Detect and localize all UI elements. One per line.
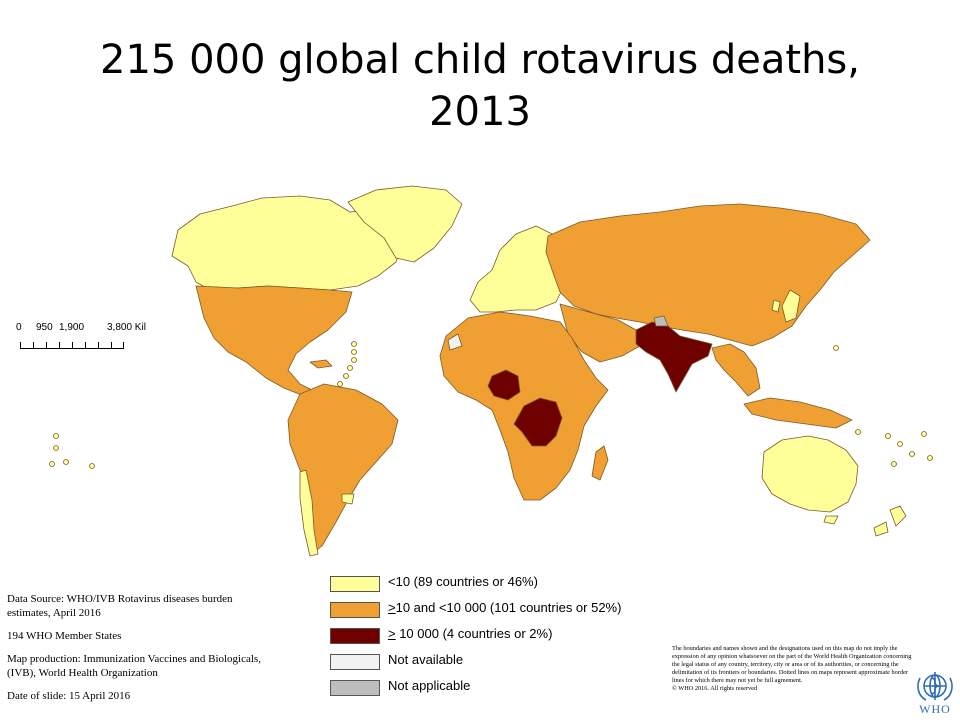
region-southeast-asia xyxy=(711,343,853,429)
map-legend: <10 (89 countries or 46%) >10 and <10 00… xyxy=(330,574,690,704)
island-markers xyxy=(49,341,933,469)
scale-label-3: 3,800 Kil xyxy=(107,322,146,333)
map-title: 215 000 global child rotavirus deaths, 2… xyxy=(0,34,960,138)
region-australia xyxy=(761,435,859,525)
legend-item-high: > 10 000 (4 countries or 2%) xyxy=(330,626,690,652)
region-madagascar xyxy=(591,445,609,481)
legend-swatch-not-applicable xyxy=(330,680,380,696)
region-kashmir xyxy=(653,315,669,327)
map-title-line-2: 2013 xyxy=(429,89,531,135)
legend-item-not-applicable: Not applicable xyxy=(330,678,690,704)
disclaimer: The boundaries and names shown and the d… xyxy=(672,645,912,693)
legend-label-high: > 10 000 (4 countries or 2%) xyxy=(388,626,552,642)
scale-label-0: 0 xyxy=(16,322,22,333)
legend-swatch-not-available xyxy=(330,654,380,670)
legend-swatch-low xyxy=(330,576,380,592)
region-japan-korea xyxy=(771,289,801,323)
legend-label-low: <10 (89 countries or 46%) xyxy=(388,574,538,589)
who-emblem-icon xyxy=(917,672,953,701)
region-india-pakistan xyxy=(635,321,713,393)
copyright-text: © WHO 2016. All rights reserved xyxy=(672,685,758,692)
legend-swatch-high xyxy=(330,628,380,644)
region-south-america xyxy=(287,383,399,555)
legend-label-mid-prefix: > xyxy=(388,600,396,615)
region-nigeria xyxy=(487,369,521,401)
legend-label-mid-text: 10 and <10 000 (101 countries or 52%) xyxy=(395,600,622,615)
region-greenland xyxy=(347,185,463,263)
legend-item-low: <10 (89 countries or 46%) xyxy=(330,574,690,600)
map-title-line-1: 215 000 global child rotavirus deaths, xyxy=(100,37,860,83)
scale-label-2: 1,900 xyxy=(59,322,85,333)
disclaimer-text: The boundaries and names shown and the d… xyxy=(672,645,912,684)
legend-label-not-applicable: Not applicable xyxy=(388,678,471,693)
legend-label-not-available: Not available xyxy=(388,652,464,667)
legend-label-mid: >10 and <10 000 (101 countries or 52%) xyxy=(388,600,621,616)
region-western-sahara xyxy=(447,333,463,351)
data-source-notes: Data Source: WHO/IVB Rotavirus diseases … xyxy=(7,592,262,712)
member-states-text: 194 WHO Member States xyxy=(7,630,122,642)
scale-bar-ruler xyxy=(20,342,124,349)
region-caribbean xyxy=(309,359,333,369)
region-usa-mexico-central-america xyxy=(195,285,353,397)
legend-label-high-prefix: > xyxy=(388,626,396,641)
scale-bar: 0 950 1,900 3,800 Kil xyxy=(16,322,156,352)
region-new-zealand xyxy=(873,505,907,537)
legend-item-mid: >10 and <10 000 (101 countries or 52%) xyxy=(330,600,690,626)
legend-swatch-mid xyxy=(330,602,380,618)
region-chile-uruguay xyxy=(299,469,355,557)
map-production-text: Map production: Immunization Vaccines an… xyxy=(7,653,261,679)
legend-label-high-text: 10 000 (4 countries or 2%) xyxy=(395,626,553,641)
scale-label-1: 950 xyxy=(36,322,53,333)
slide-date-text: Date of slide: 15 April 2016 xyxy=(7,690,131,702)
region-dr-congo xyxy=(513,397,563,447)
legend-item-not-available: Not available xyxy=(330,652,690,678)
who-logo-text: WHO xyxy=(919,702,951,716)
data-source-text: Data Source: WHO/IVB Rotavirus diseases … xyxy=(7,593,233,619)
